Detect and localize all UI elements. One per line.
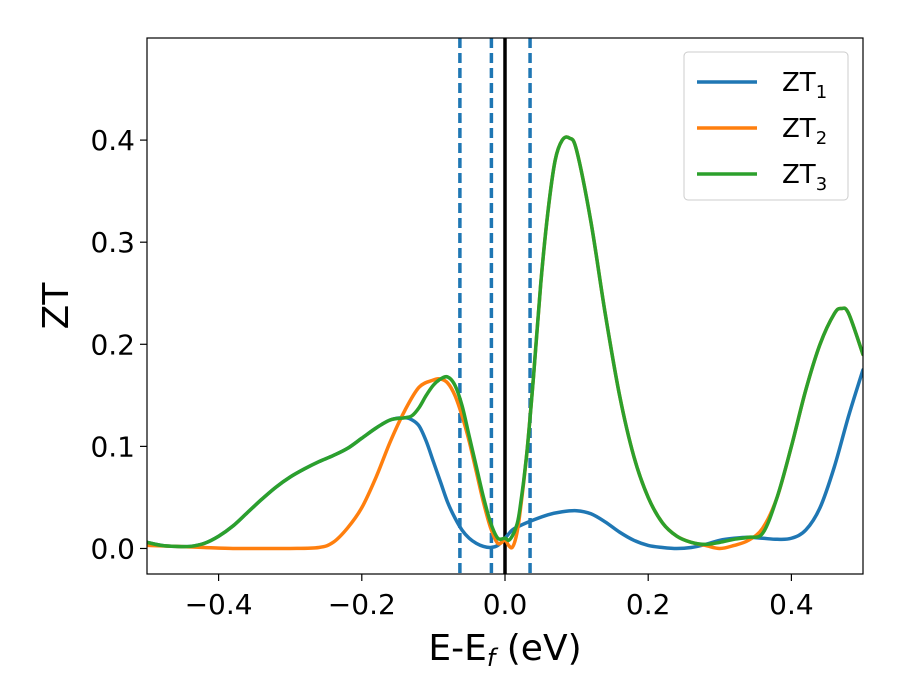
- x-axis-label-unit: (eV): [495, 628, 581, 669]
- reference-lines: [458, 38, 532, 574]
- legend-label-zt3: ZT3: [782, 160, 827, 195]
- legend-frame: [683, 51, 849, 201]
- x-axis-label-main: E-E: [428, 628, 486, 669]
- x-tick-label: 0.0: [483, 588, 528, 621]
- legend: ZT1 ZT2 ZT3: [683, 51, 849, 201]
- y-axis-label: ZT: [36, 282, 77, 330]
- series-line-zt3: [147, 135, 863, 549]
- legend-label-zt1: ZT1: [782, 68, 827, 103]
- legend-label-zt2: ZT2: [782, 114, 827, 149]
- y-tick-label: 0.0: [90, 532, 135, 565]
- y-tick-label: 0.4: [90, 124, 135, 157]
- y-tick-label: 0.1: [90, 430, 135, 463]
- x-tick-label: 0.2: [626, 588, 671, 621]
- x-axis-label: E-Ef (eV): [428, 628, 581, 672]
- x-tick-label: −0.4: [185, 588, 253, 621]
- y-tick-label: 0.3: [90, 226, 135, 259]
- x-tick-label: 0.4: [769, 588, 814, 621]
- x-tick-label: −0.2: [328, 588, 396, 621]
- y-axis-ticks: 0.0 0.1 0.2 0.3 0.4: [90, 124, 147, 565]
- x-axis-ticks: −0.4 −0.2 0.0 0.2 0.4: [185, 574, 814, 621]
- y-tick-label: 0.2: [90, 328, 135, 361]
- series-layer: [147, 135, 863, 551]
